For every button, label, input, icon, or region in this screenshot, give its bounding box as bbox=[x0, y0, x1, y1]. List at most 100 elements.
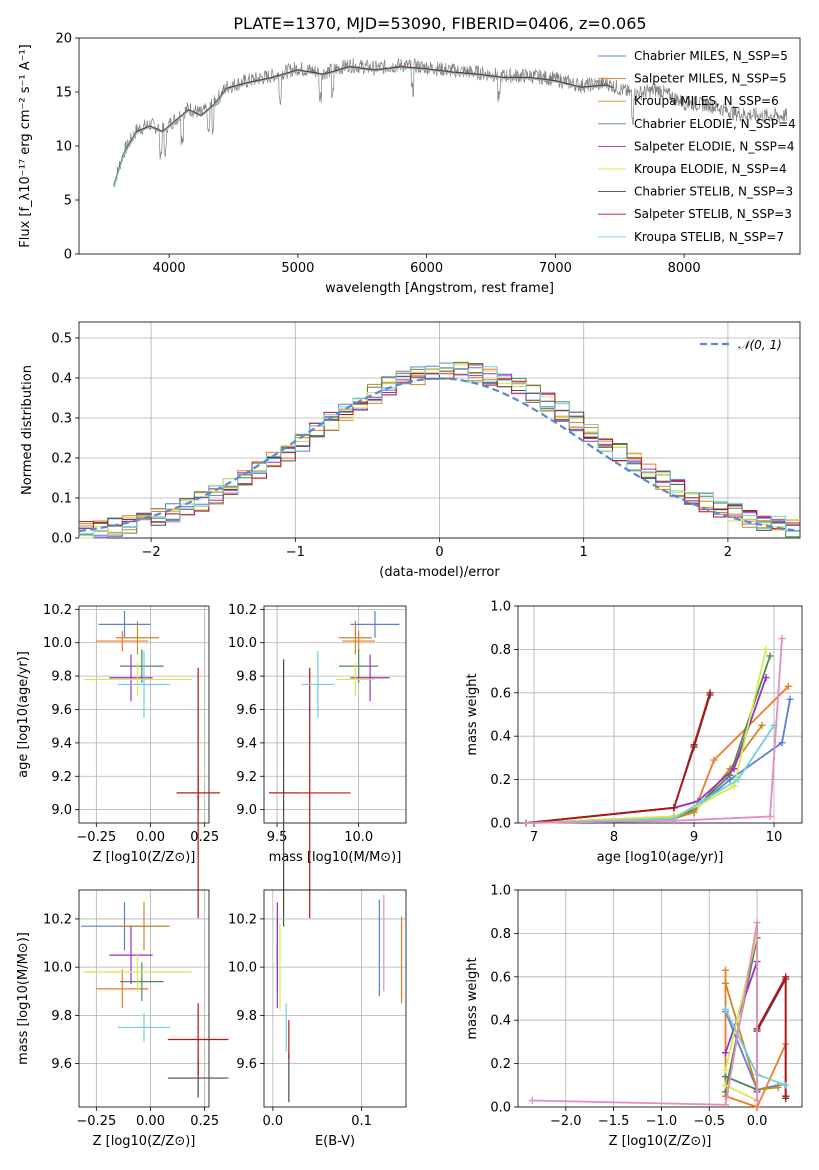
x-axis-label: Z [log10(Z/Z⊙)] bbox=[93, 1134, 196, 1149]
y-tick-label: 10.0 bbox=[43, 636, 72, 651]
weight-marker bbox=[730, 782, 738, 790]
axes-frame bbox=[263, 605, 407, 824]
legend-label: Kroupa ELODIE, N_SSP=4 bbox=[634, 162, 787, 176]
weight-marker bbox=[782, 1092, 790, 1100]
x-tick-label: 0.00 bbox=[136, 1114, 165, 1129]
x-axis-label: mass [log10(M/M⊙)] bbox=[269, 850, 402, 865]
x-tick-label: 5000 bbox=[281, 261, 314, 276]
x-axis-label: Z [log10(Z/Z⊙)] bbox=[93, 850, 196, 865]
y-tick-label: 9.6 bbox=[236, 703, 257, 718]
weight-line bbox=[525, 677, 767, 824]
y-axis-label: Flux [f_λ10⁻¹⁷ erg cm⁻² s⁻¹ A⁻¹] bbox=[18, 44, 33, 248]
x-tick-label: −1.5 bbox=[598, 1114, 630, 1129]
legend-label: Salpeter MILES, N_SSP=5 bbox=[634, 72, 787, 86]
weight-marker bbox=[778, 635, 786, 643]
y-tick-label: 10.0 bbox=[228, 961, 257, 976]
y-axis-label: age [log10(age/yr)] bbox=[16, 651, 31, 778]
model-spectrum bbox=[113, 66, 614, 187]
x-axis-label: age [log10(age/yr)] bbox=[597, 850, 724, 865]
weight-marker bbox=[528, 1096, 536, 1104]
y-tick-label: 0.6 bbox=[490, 970, 511, 985]
x-tick-label: −1 bbox=[286, 545, 305, 560]
weight_vs_age-axes: 7 8 9 10 0.0 0.2 0.4 0.6 0.8 1.0 age [log10(age/yr… bbox=[465, 600, 803, 865]
y-axis-label: mass weight bbox=[465, 957, 480, 1039]
mass_vs_Z-points bbox=[81, 902, 229, 1098]
mass_vs_Z-axes: −0.25 0.00 0.25 9.6 9.8 10.0 10.2 Z [log10(Z/Z⊙… bbox=[16, 889, 219, 1149]
age_vs_mass-axes: 9.5 10.0 9.0 9.2 9.4 9.6 9.8 10.0 10.2 mass [log1… bbox=[228, 603, 407, 865]
residual-histograms: 𝒩(0, 1) bbox=[78, 338, 801, 539]
y-tick-label: 0.8 bbox=[490, 643, 511, 658]
axes-frame bbox=[517, 605, 803, 824]
x-tick-label: 0.0 bbox=[263, 1114, 284, 1129]
y-tick-label: 10.0 bbox=[228, 636, 257, 651]
y-tick-label: 0.8 bbox=[490, 927, 511, 942]
weight-marker bbox=[734, 776, 742, 784]
y-axis-label: mass [log10(M/M⊙)] bbox=[16, 932, 31, 1065]
y-tick-label: 9.6 bbox=[236, 1057, 257, 1072]
y-tick-label: 0.0 bbox=[51, 532, 72, 547]
weight-line bbox=[525, 638, 783, 824]
weight-marker bbox=[706, 689, 714, 697]
x-tick-label: 0.0 bbox=[747, 1114, 768, 1129]
model-spectrum bbox=[113, 67, 614, 187]
model-spectrum bbox=[113, 66, 614, 187]
x-tick-label: 0.1 bbox=[351, 1114, 372, 1129]
y-tick-label: 9.2 bbox=[51, 770, 72, 785]
weight-marker bbox=[786, 695, 794, 703]
residual-histogram bbox=[79, 362, 800, 537]
y-tick-label: 9.8 bbox=[51, 670, 72, 685]
y-tick-label: 9.8 bbox=[51, 1009, 72, 1024]
weight-marker bbox=[670, 817, 678, 825]
x-tick-label: 10 bbox=[766, 830, 783, 845]
y-tick-label: 0.2 bbox=[490, 773, 511, 788]
weight-marker bbox=[774, 1083, 782, 1091]
spectrum-lines bbox=[113, 57, 788, 187]
y-tick-label: 0.0 bbox=[490, 1101, 511, 1116]
x-tick-label: 8000 bbox=[668, 261, 701, 276]
age_vs_Z-axes: −0.25 0.00 0.25 9.0 9.2 9.4 9.6 9.8 10.0 10.2 Z [l… bbox=[16, 603, 219, 865]
model-spectrum bbox=[113, 66, 614, 186]
weight-marker bbox=[722, 966, 730, 974]
x-axis-label: wavelength [Angstrom, rest frame] bbox=[325, 281, 554, 296]
y-tick-label: 9.8 bbox=[236, 670, 257, 685]
y-tick-label: 5 bbox=[64, 194, 72, 209]
normal-curve bbox=[78, 377, 801, 533]
weight-marker bbox=[782, 973, 790, 981]
weight-marker bbox=[722, 1101, 730, 1109]
weight-line bbox=[525, 692, 711, 824]
y-axis-label: Normed distribution bbox=[20, 365, 35, 495]
x-tick-label: 4000 bbox=[153, 261, 186, 276]
y-tick-label: 0 bbox=[64, 248, 72, 263]
y-tick-label: 15 bbox=[55, 86, 72, 101]
x-tick-label: 10.0 bbox=[344, 830, 373, 845]
y-tick-label: 0.1 bbox=[51, 492, 72, 507]
legend-label: Salpeter STELIB, N_SSP=3 bbox=[634, 207, 792, 221]
residuals-axes: −2 −1 0 1 2 0.0 0.1 0.2 0.3 0.4 0.5 (data-model)/er… bbox=[20, 321, 801, 580]
y-tick-label: 9.0 bbox=[236, 803, 257, 818]
y-tick-label: 10.0 bbox=[43, 961, 72, 976]
x-axis-label: E(B-V) bbox=[315, 1134, 355, 1149]
x-tick-label: 0.25 bbox=[190, 830, 219, 845]
legend-label: Chabrier ELODIE, N_SSP=4 bbox=[634, 117, 796, 131]
legend-label: Salpeter ELODIE, N_SSP=4 bbox=[634, 139, 795, 153]
x-tick-label: −1.0 bbox=[646, 1114, 678, 1129]
weight-marker bbox=[730, 765, 738, 773]
weight-marker bbox=[762, 645, 770, 653]
weight-marker bbox=[722, 1073, 730, 1081]
x-tick-label: 1 bbox=[580, 545, 588, 560]
x-axis-label: Z [log10(Z/Z⊙)] bbox=[609, 1134, 712, 1149]
y-tick-label: 10 bbox=[55, 140, 72, 155]
x-tick-label: 6000 bbox=[410, 261, 443, 276]
weight-marker bbox=[722, 1081, 730, 1089]
spectrum-axes: 4000 5000 6000 7000 8000 0 5 10 15 20 wavelength [… bbox=[18, 32, 801, 296]
weight-marker bbox=[762, 674, 770, 682]
weight-marker bbox=[722, 979, 730, 987]
age_vs_mass-points bbox=[268, 611, 400, 927]
y-tick-label: 9.0 bbox=[51, 803, 72, 818]
weight-marker bbox=[690, 741, 698, 749]
model-spectrum bbox=[113, 66, 614, 187]
weight-marker bbox=[722, 1005, 730, 1013]
model-spectrum bbox=[113, 67, 614, 187]
x-tick-label: 7000 bbox=[539, 261, 572, 276]
model-spectrum bbox=[113, 66, 614, 186]
